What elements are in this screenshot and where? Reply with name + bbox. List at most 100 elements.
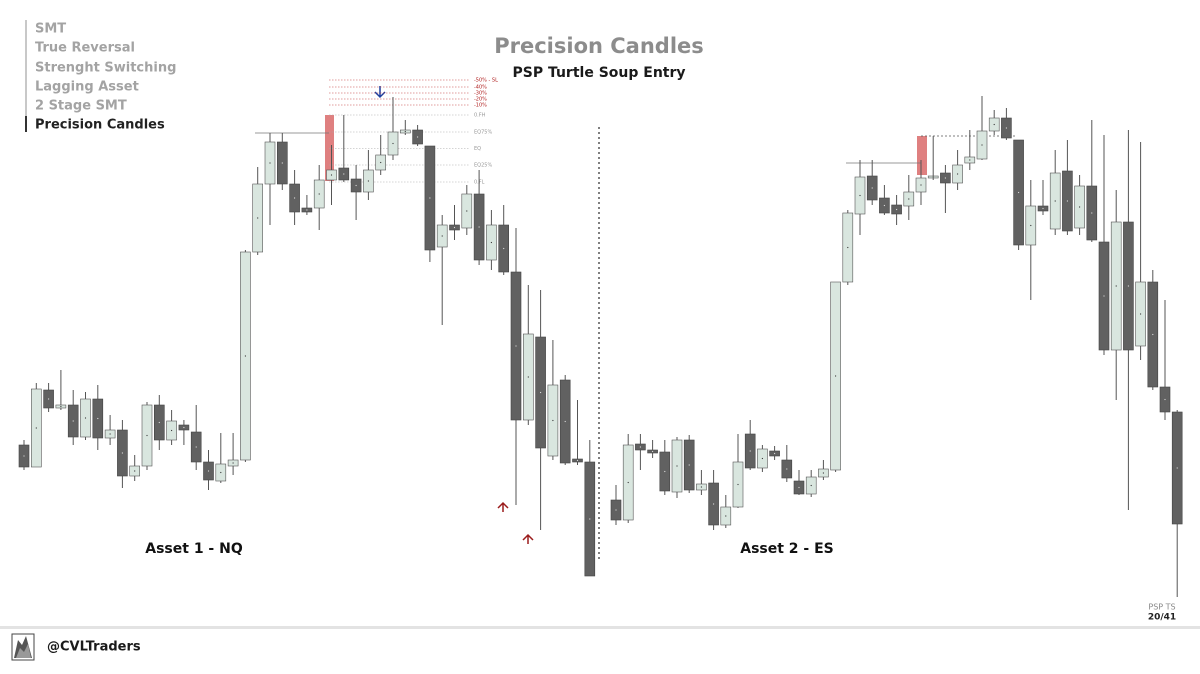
candle-dot [404,130,406,133]
logo [11,633,35,661]
nav-item[interactable]: Precision Candles [35,118,165,133]
title: Precision Candles [494,34,704,58]
candle-dot [330,174,333,176]
candle-dot [1091,212,1093,214]
arrow-down [374,86,386,99]
subtitle: PSP Turtle Soup Entry [512,65,685,81]
nav-item[interactable]: 2 Stage SMT [35,99,127,114]
candle-dot [589,518,591,520]
candle-dot [749,450,751,452]
candle-dot [652,450,654,453]
candle-dot [1042,207,1044,210]
highlight-box [325,115,334,181]
highlight-box [917,136,927,175]
candle-dot [318,193,320,195]
candle-dot [552,419,554,422]
candle-dot [1152,333,1154,336]
candle-dot [417,136,419,138]
candle-dot [639,446,642,448]
level-label: -20% [474,97,487,103]
candle-dot [920,184,922,186]
candle-dot [908,198,910,200]
candle-dot [109,433,111,435]
candle-dot [1066,200,1068,202]
candle-dot [1127,285,1129,287]
candle-dot [981,144,983,146]
candle-dot [84,417,87,419]
level-label: -50% - SL [474,78,498,84]
candle-dot [664,470,666,473]
candle-dot [859,194,861,197]
candle-dot [207,470,210,472]
footer-rule [0,626,1200,629]
candle-dot [1054,200,1056,202]
candle-dot [627,481,629,484]
candle-dot [503,247,505,250]
level-label: EQ75% [474,130,492,136]
candle-dot [1018,191,1020,194]
candle-dot [1005,127,1008,129]
candle-dot [48,398,50,400]
candle-dot [810,484,812,487]
candle-dot [1140,313,1142,315]
candle-dot [134,470,136,472]
candle-dot [847,246,849,249]
candle-dot [220,471,222,474]
level-label: 0.FH [474,113,486,119]
candle-dot [786,468,788,470]
handle: @CVLTraders [47,640,141,655]
candle-dot [244,355,246,357]
level-label: -30% [474,91,487,97]
candle-dot [490,241,492,244]
candle-dot [478,226,480,228]
candle-dot [1079,206,1081,208]
candle-dot [1164,398,1166,401]
level-label: -10% [474,103,487,109]
candle-dot [871,187,873,189]
candle-dot [957,173,959,175]
candle-dot [688,464,690,466]
candle-dot [97,417,99,420]
candle-dot [72,420,74,422]
nav-item[interactable]: Strenght Switching [35,61,176,76]
nav-item[interactable]: Lagging Asset [35,80,139,95]
candle-dot [969,159,971,161]
candle-dot [676,465,678,467]
candle-dot [294,197,296,199]
candle-dot [466,210,468,212]
candle-dot [540,391,542,394]
nav-item[interactable]: True Reversal [35,41,135,56]
candle-dot [932,176,934,178]
candle-dot [380,161,382,164]
candle-dot [564,420,566,423]
candle-dot [121,452,123,454]
candle-dot [367,180,369,182]
candle-dot [183,426,185,429]
candle-dot [615,509,617,511]
arrow-up [497,501,509,512]
candle-dot [527,376,529,378]
candle-dot [355,184,357,187]
arrow-up [522,533,534,544]
candle-dot [146,434,148,437]
candle-dot [281,162,283,164]
candle-dot [1030,224,1032,227]
candle-dot [35,427,37,429]
candle-dot [993,123,995,126]
nav-item[interactable]: SMT [35,22,66,37]
level-label: -40% [474,85,487,91]
candle-dot [60,405,62,408]
section-label: PSP TS [1148,603,1175,612]
candle-dot [725,515,727,517]
candle-dot [306,209,308,211]
chart-label: Asset 2 - ES [740,541,834,557]
candle-dot [429,197,431,199]
candle-dot [392,142,394,145]
candle-dot [883,204,886,207]
candle-dot [1115,285,1117,287]
level-label: EQ [474,146,481,152]
candle-dot [343,173,345,175]
candle-dot [576,459,579,462]
chart-label: Asset 1 - NQ [145,541,243,557]
candle-dot [700,486,703,488]
